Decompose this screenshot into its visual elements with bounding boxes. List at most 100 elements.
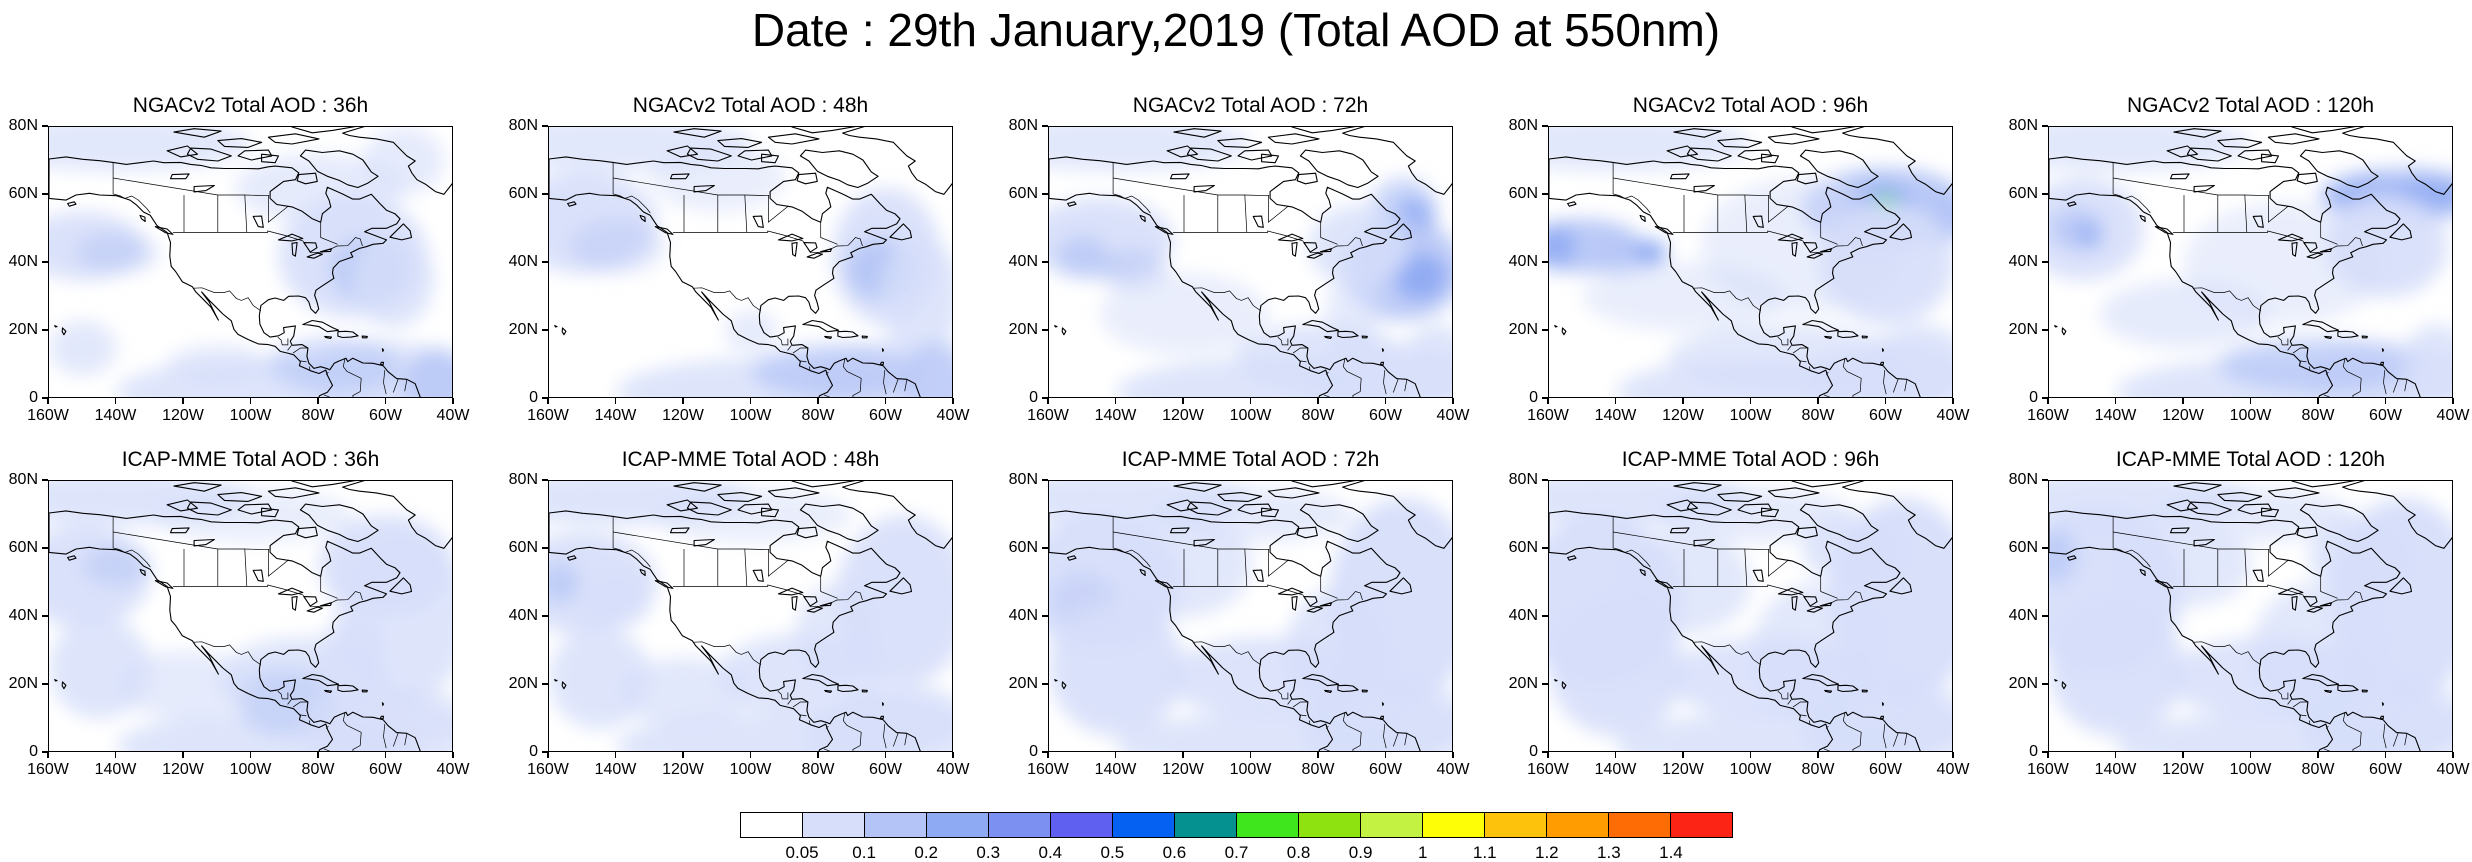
lon-tick-label: 140W xyxy=(1094,407,1137,424)
lon-tick-label: 80W xyxy=(1801,761,1835,778)
lon-tick-label: 40W xyxy=(936,407,970,424)
lon-tick-label: 80W xyxy=(2301,407,2335,424)
lat-tick xyxy=(2042,193,2048,195)
lat-tick xyxy=(1542,683,1548,685)
aod-map xyxy=(549,481,952,751)
lat-tick xyxy=(542,683,548,685)
lat-tick-label: 0 xyxy=(1529,743,1538,760)
political-borders xyxy=(2112,162,2408,397)
lon-tick xyxy=(249,398,252,404)
lat-tick xyxy=(542,193,548,195)
coastlines xyxy=(1549,127,1952,397)
lon-tick xyxy=(2114,752,2117,758)
lat-tick xyxy=(1042,193,1048,195)
lon-tick xyxy=(384,752,387,758)
colorbar-swatch xyxy=(1671,813,1732,837)
lat-tick xyxy=(542,329,548,331)
political-borders xyxy=(2112,516,2408,751)
lon-tick-label: 100W xyxy=(229,761,272,778)
lat-tick-label: 60N xyxy=(1008,539,1038,556)
lon-tick xyxy=(884,398,887,404)
coastlines xyxy=(49,127,452,397)
lon-tick xyxy=(182,752,184,758)
lon-tick-label: 100W xyxy=(1229,761,1272,778)
colorbar-swatch xyxy=(1609,813,1671,837)
main-title: Date : 29th January,2019 (Total AOD at 5… xyxy=(751,4,1721,56)
lon-tick xyxy=(1249,752,1252,758)
aod-map xyxy=(549,127,952,397)
lat-tick-label: 20N xyxy=(8,675,38,692)
lat-tick xyxy=(1042,751,1048,753)
lat-tick-label: 80N xyxy=(508,117,538,134)
lat-tick-label: 0 xyxy=(529,389,538,406)
colorbar-label: 1.4 xyxy=(1659,843,1683,862)
lon-tick xyxy=(1317,398,1319,404)
lon-tick-label: 80W xyxy=(801,407,835,424)
lon-tick-label: 100W xyxy=(729,761,772,778)
lon-tick xyxy=(317,752,319,758)
lon-tick xyxy=(749,752,752,758)
map-panel xyxy=(548,480,953,752)
lat-tick-label: 40N xyxy=(1008,253,1038,270)
lat-tick-label: 0 xyxy=(1029,389,1038,406)
lat-tick xyxy=(1042,547,1048,549)
lon-tick xyxy=(614,752,617,758)
lon-tick xyxy=(1817,398,1819,404)
lon-tick-label: 60W xyxy=(1869,407,1902,424)
lon-tick-label: 140W xyxy=(2094,407,2137,424)
lon-tick-label: 160W xyxy=(27,761,69,778)
colorbar-label: 0.6 xyxy=(1162,843,1187,862)
lon-tick-label: 120W xyxy=(2162,407,2204,424)
panel-title: ICAP-MME Total AOD : 96h xyxy=(1621,448,1880,471)
aod-field xyxy=(49,127,452,397)
lon-tick xyxy=(952,752,954,758)
political-borders xyxy=(112,516,408,751)
political-borders xyxy=(612,516,908,751)
lon-tick-label: 80W xyxy=(1301,407,1335,424)
colorbar-swatch xyxy=(1299,813,1361,837)
lat-tick-label: 40N xyxy=(1508,253,1538,270)
lat-tick xyxy=(1542,547,1548,549)
lat-tick xyxy=(1042,615,1048,617)
lon-tick xyxy=(1884,398,1887,404)
political-borders xyxy=(1112,516,1408,751)
lat-tick xyxy=(542,397,548,399)
lat-tick xyxy=(1042,261,1048,263)
lat-tick-label: 80N xyxy=(1008,471,1038,488)
lat-tick-label: 40N xyxy=(1508,607,1538,624)
lon-tick xyxy=(249,752,252,758)
lon-tick-label: 120W xyxy=(1662,761,1704,778)
lon-tick xyxy=(2182,752,2184,758)
lat-tick-label: 20N xyxy=(1508,321,1538,338)
map-panel xyxy=(1048,480,1453,752)
lat-tick xyxy=(42,751,48,753)
map-panel xyxy=(1548,480,1953,752)
lon-tick xyxy=(884,752,887,758)
lon-tick xyxy=(47,752,49,758)
lon-tick xyxy=(114,398,117,404)
lon-tick-label: 120W xyxy=(162,407,204,424)
lon-tick-label: 160W xyxy=(2027,407,2069,424)
lon-tick-label: 120W xyxy=(1162,407,1204,424)
lon-tick-label: 60W xyxy=(369,407,402,424)
lon-tick xyxy=(1182,752,1184,758)
coastlines xyxy=(1549,481,1952,751)
lat-tick-label: 60N xyxy=(2008,185,2038,202)
lon-tick xyxy=(1249,398,1252,404)
aod-field xyxy=(549,481,952,751)
lat-tick-label: 0 xyxy=(1529,389,1538,406)
lat-tick xyxy=(542,261,548,263)
lat-tick xyxy=(2042,615,2048,617)
panel-title: NGACv2 Total AOD : 72h xyxy=(1132,94,1369,117)
lon-tick xyxy=(1114,752,1117,758)
lon-tick xyxy=(1614,752,1617,758)
panel-title: ICAP-MME Total AOD : 120h xyxy=(2115,448,2386,471)
lat-tick xyxy=(2042,125,2048,127)
panel-title: NGACv2 Total AOD : 48h xyxy=(632,94,869,117)
lon-tick xyxy=(1452,752,1454,758)
lon-tick xyxy=(2384,398,2387,404)
lat-tick xyxy=(42,683,48,685)
lat-tick-label: 40N xyxy=(2008,253,2038,270)
lon-tick xyxy=(2114,398,2117,404)
lon-tick xyxy=(452,752,454,758)
